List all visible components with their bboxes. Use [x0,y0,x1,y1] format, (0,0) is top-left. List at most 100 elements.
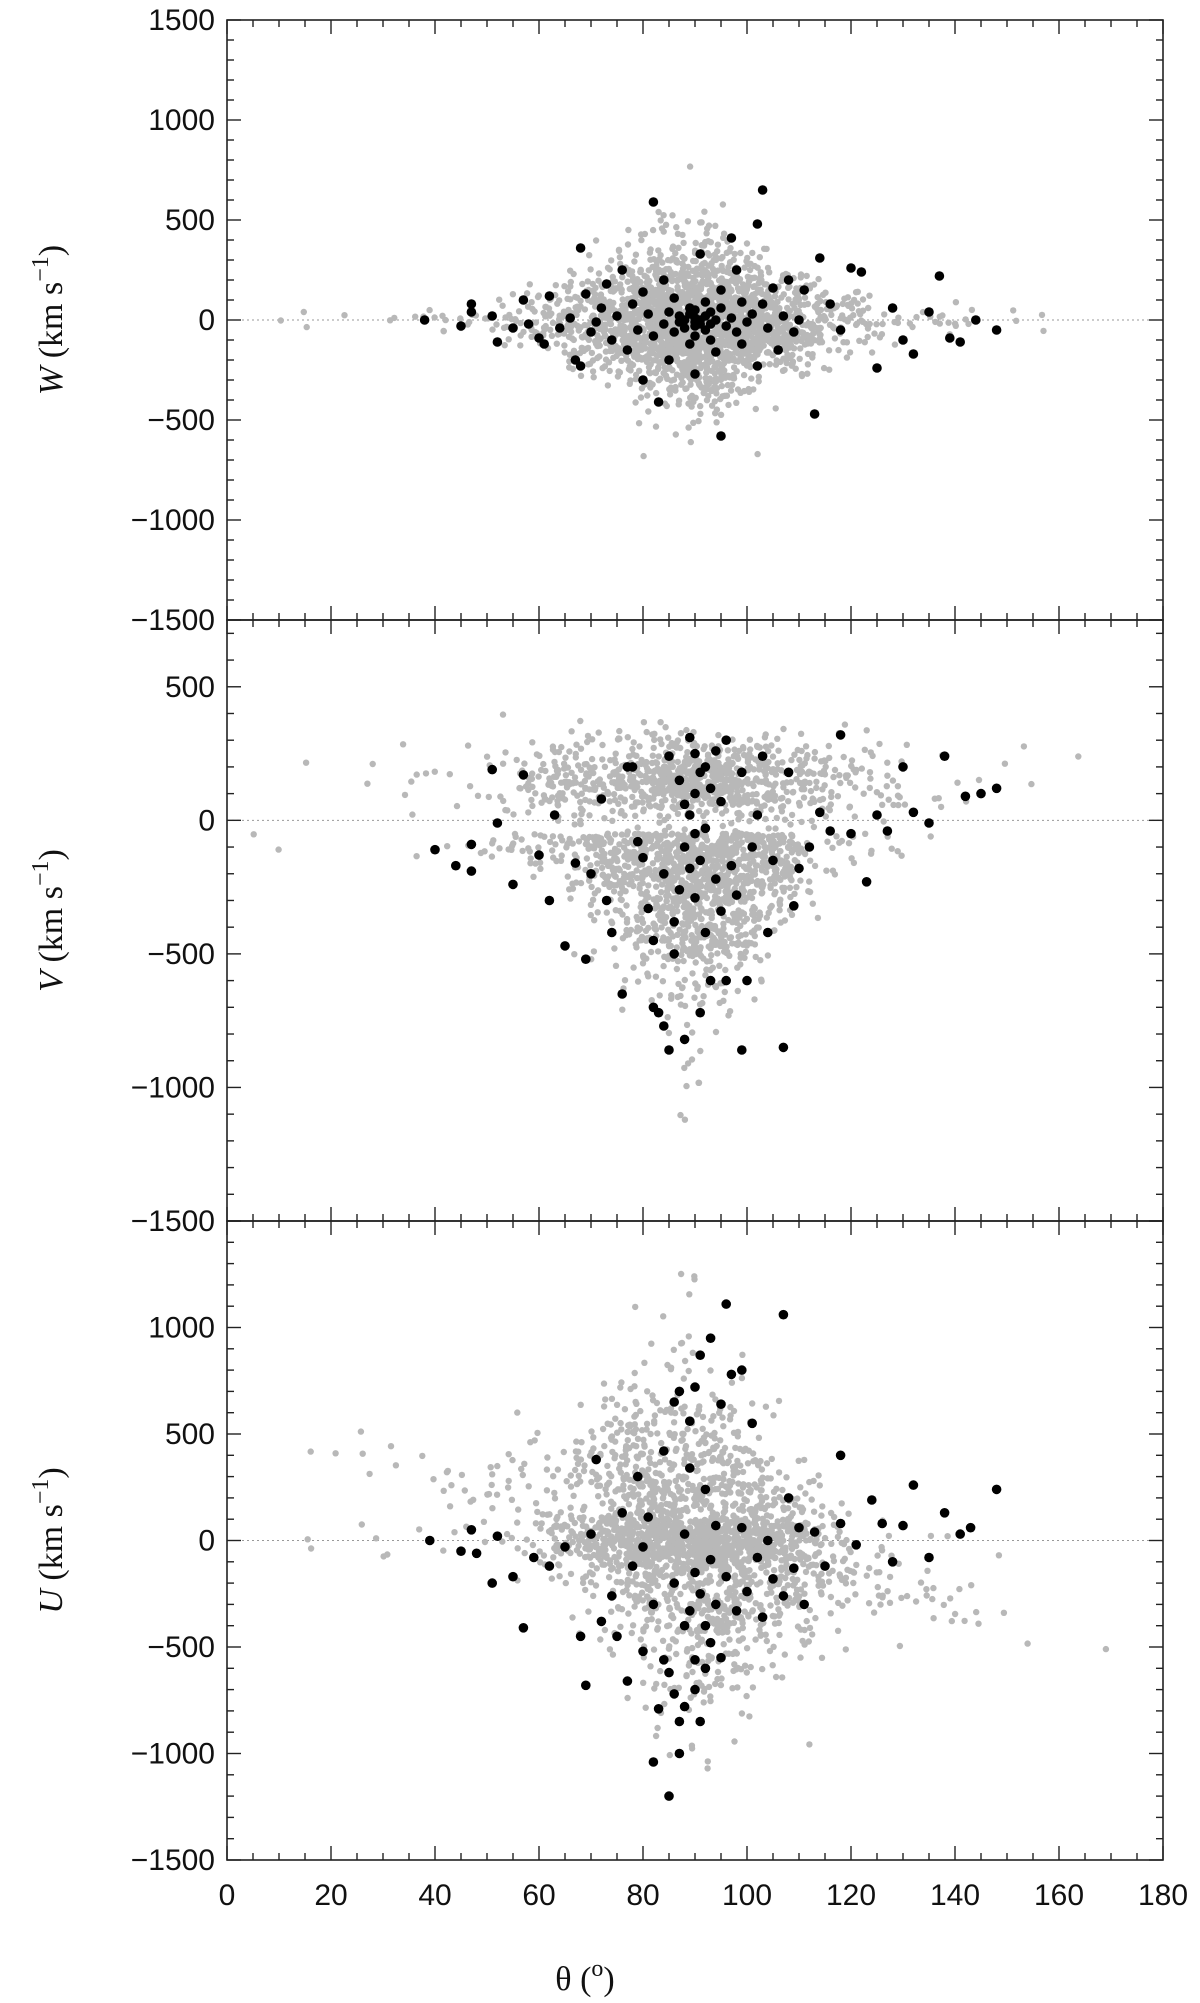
gray-point [715,277,723,284]
gray-point [561,342,568,349]
gray-point [651,736,658,744]
gray-point [795,295,802,302]
gray-point [595,270,603,277]
gray-point [740,290,748,297]
black-point [711,746,721,756]
gray-point [653,389,660,397]
gray-point [607,757,614,764]
gray-point [735,809,743,817]
y-tick-label: 0 [198,304,215,337]
gray-point [589,368,597,375]
gray-point [846,804,853,811]
gray-point [748,754,755,761]
gray-point [763,780,770,787]
gray-point [744,260,752,268]
gray-point [641,837,649,844]
black-point [872,363,882,373]
gray-point [968,306,976,314]
gray-point [727,771,735,778]
gray-point [615,246,623,253]
gray-point [550,854,557,861]
gray-point [535,844,542,851]
gray-point [768,806,775,813]
gray-point [697,915,704,922]
gray-point [619,274,626,281]
gray-point [664,839,671,847]
gray-point [729,851,736,858]
gray-point [629,793,636,801]
gray-point [719,253,726,261]
gray-point [536,752,543,759]
gray-point [795,799,803,807]
gray-point [490,837,497,844]
black-point [711,315,721,325]
black-point [731,327,742,337]
gray-point [513,756,520,764]
gray-point [731,746,738,753]
gray-point [819,291,827,298]
gray-point [789,300,796,308]
gray-point [800,329,807,336]
gray-point [831,766,839,774]
gray-point [541,833,548,840]
black-point [737,339,747,349]
gray-point [662,724,669,731]
gray-point [599,296,606,304]
gray-point [619,935,627,942]
gray-point [669,763,676,770]
gray-point [712,327,719,334]
gray-point [816,796,824,804]
black-point [700,823,711,834]
gray-point [675,401,682,408]
gray-point [731,278,738,285]
gray-point [637,231,645,238]
gray-point [724,948,731,956]
gray-point [752,798,760,805]
gray-point [644,970,651,977]
gray-point [614,857,621,865]
gray-point [579,280,586,288]
gray-point [789,351,796,359]
gray-point [726,259,734,267]
gray-point [679,366,687,374]
gray-point [793,337,800,344]
gray-point [778,831,786,839]
gray-point [481,848,488,855]
gray-point [755,373,762,380]
gray-point [489,326,496,333]
gray-point [713,419,720,426]
gray-point [652,973,660,980]
gray-point [843,354,851,361]
gray-point [649,780,656,787]
gray-point [627,367,634,374]
gray-point [532,319,540,326]
gray-point [642,897,649,904]
gray-point [655,1618,662,1625]
gray-point [684,919,692,926]
gray-point [820,767,828,775]
y-tick-label: −500 [147,938,215,971]
gray-point [675,980,682,988]
gray-point [632,251,640,258]
gray-point [611,872,618,880]
gray-point [613,865,620,873]
gray-point [797,301,804,309]
gray-point [629,745,636,753]
gray-point [483,753,491,760]
gray-point [727,934,735,941]
gray-point [709,883,716,890]
gray-point [641,333,648,340]
gray-point [542,767,549,775]
gray-point [717,844,724,851]
gray-point [780,725,787,733]
gray-point [611,845,619,853]
gray-point [770,783,777,790]
black-point [633,325,643,335]
gray-point [667,257,674,264]
gray-point [767,884,774,891]
gray-point [528,299,535,306]
y-tick-label: −1000 [131,504,215,537]
gray-point [535,773,542,780]
gray-point [609,779,616,786]
